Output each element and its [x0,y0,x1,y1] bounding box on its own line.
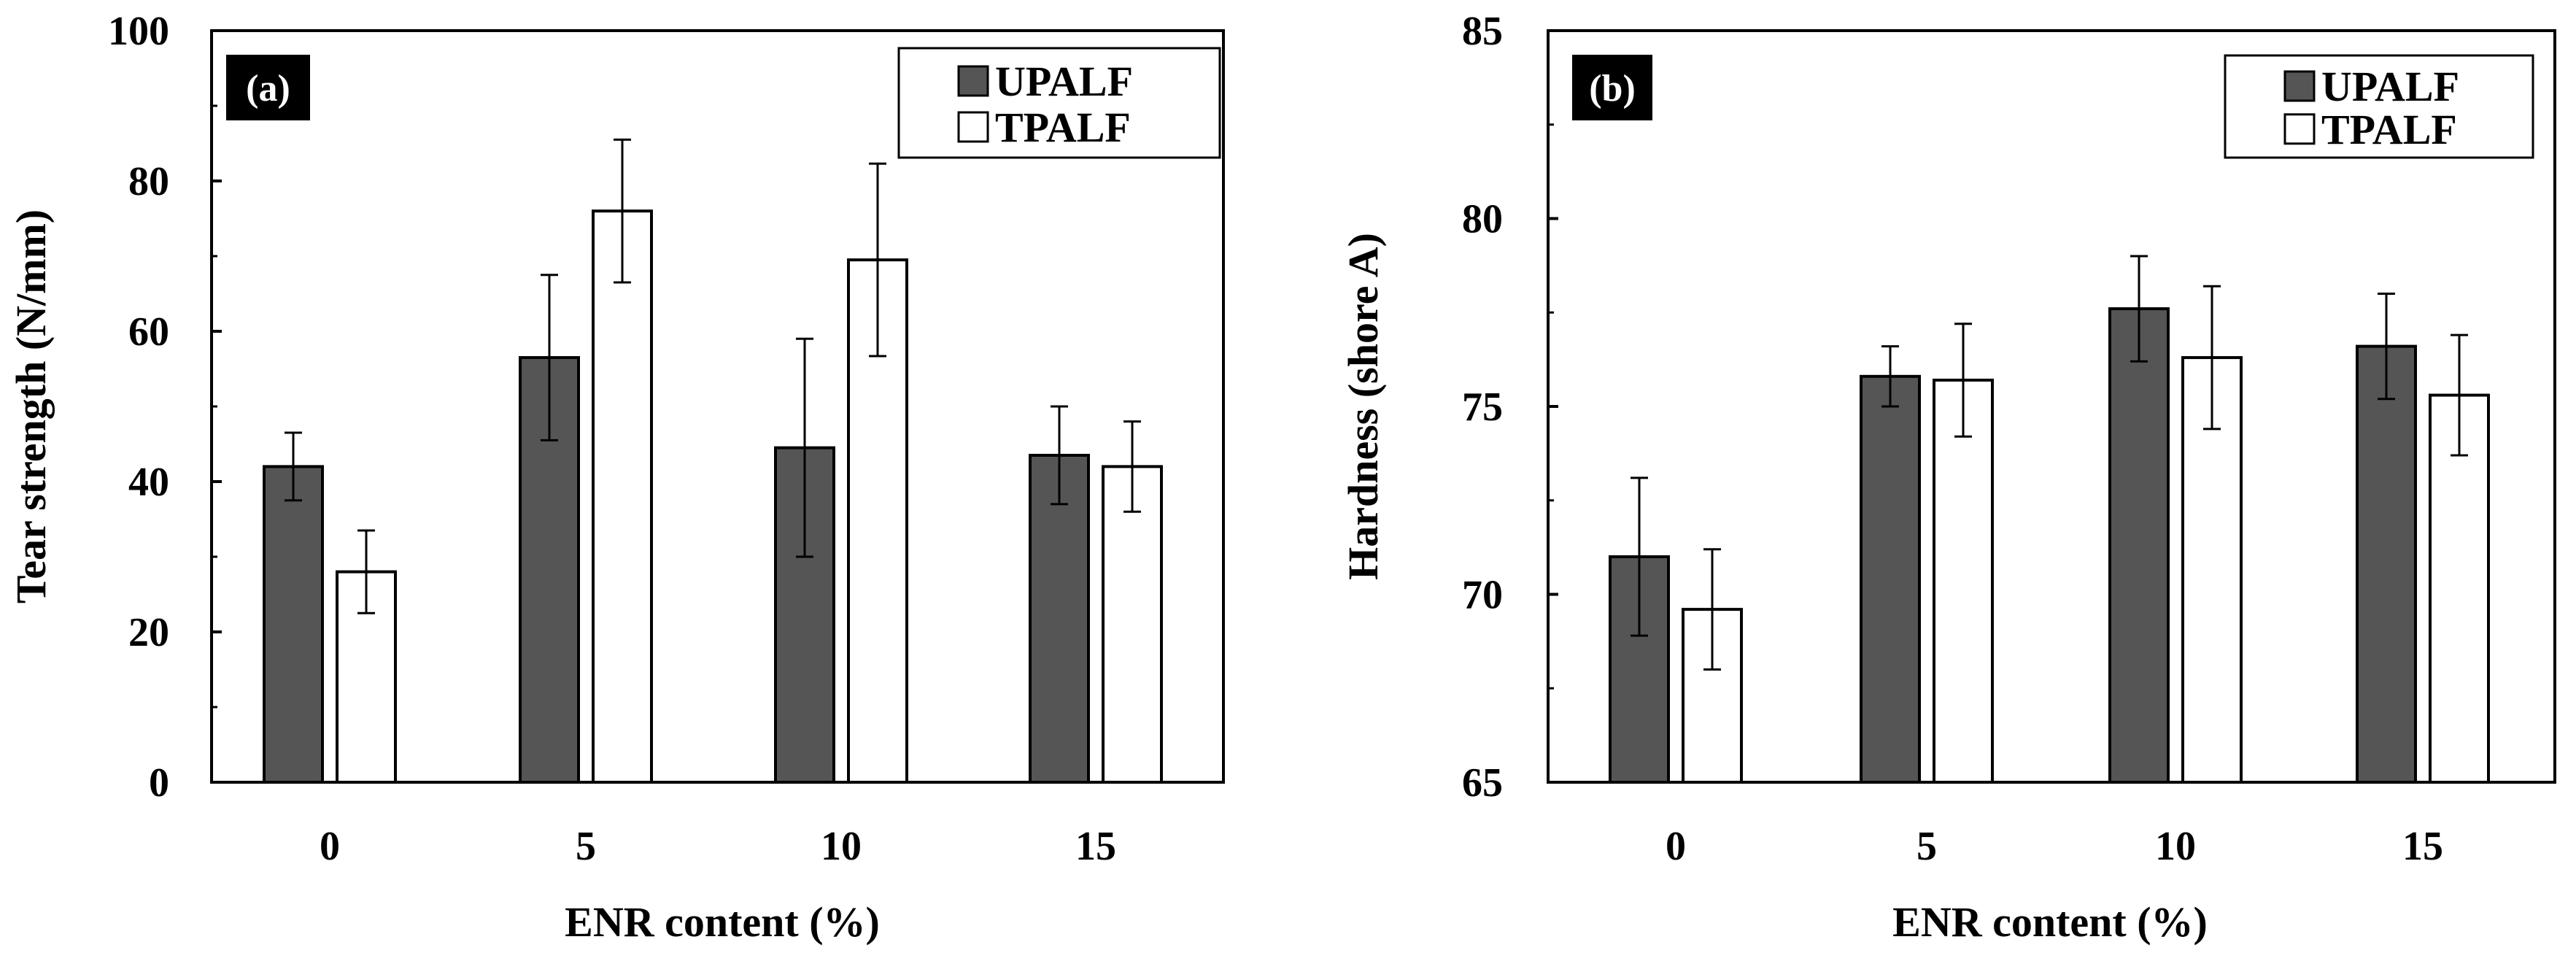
bar-tpalf-5 [592,209,653,784]
bar-tpalf-5 [1933,378,1994,784]
y-tick-label: 0 [149,760,169,806]
legend-box [2224,54,2534,159]
chart-panel-b: 65 70 75 80 85 0 5 10 15 ENR content (%) Hardness … [1339,9,2556,946]
legend-swatch-tpalf [957,111,989,143]
bar-upalf-5 [1860,374,1921,784]
y-tick-label: 40 [128,460,169,505]
bar-upalf-10 [774,446,835,784]
x-axis-title: ENR content (%) [565,898,880,946]
bar-tpalf-0 [336,570,397,784]
legend-swatch-upalf [2283,70,2316,102]
legend-swatch-tpalf [2283,113,2316,145]
y-tick-label: 75 [1462,385,1503,430]
y-tick-label: 80 [1462,197,1503,242]
legend-label-upalf: UPALF [2321,63,2459,110]
bar-upalf-15 [1029,453,1090,784]
y-tick-label: 100 [108,9,169,54]
legend-box [897,47,1221,159]
panel-tag: (a) [246,68,290,109]
y-tick-label: 80 [128,159,169,204]
x-axis-title: ENR content (%) [1892,898,2208,946]
x-tick-label: 15 [1075,824,1116,869]
x-tick-label: 0 [320,824,340,869]
bar-upalf-10 [2108,307,2170,784]
x-tick-label: 10 [2155,824,2196,869]
x-tick-label: 15 [2402,824,2443,869]
x-tick-label: 0 [1666,824,1686,869]
legend-swatch-upalf [957,65,989,97]
bar-upalf-0 [263,465,324,784]
panel-tag-box [1572,55,1652,120]
legend-label-upalf: UPALF [995,58,1133,105]
y-tick-label: 65 [1462,760,1503,806]
x-tick-label: 10 [821,824,862,869]
y-tick-label: 20 [128,610,169,655]
y-tick-label: 70 [1462,573,1503,618]
legend-label-tpalf: TPALF [2321,106,2457,153]
chart-panel-a: 0 20 40 60 80 100 0 5 10 15 ENR content (%) Tear st… [7,9,1225,946]
x-tick-label: 5 [576,824,596,869]
panel-tag: (b) [1589,68,1636,109]
x-tick-label: 5 [1916,824,1937,869]
legend-label-tpalf: TPALF [995,104,1131,151]
y-axis-title: Tear strength (N/mm) [7,209,55,603]
y-tick-label: 60 [128,309,169,355]
y-tick-label: 85 [1462,9,1503,54]
bar-upalf-15 [2356,344,2417,784]
bar-tpalf-15 [1102,465,1163,784]
panel-tag-box [226,55,310,120]
y-axis-title: Hardness (shore A) [1339,233,1387,580]
